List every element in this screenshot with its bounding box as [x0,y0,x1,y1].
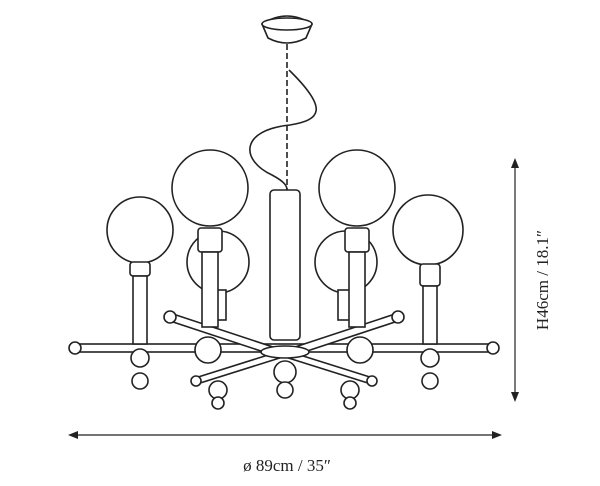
width-label: ø 89cm / 35″ [243,456,331,475]
chandelier [68,15,500,410]
height-dimension: H46cm / 18.1″ [511,158,552,402]
height-label: H46cm / 18.1″ [533,230,552,330]
width-dimension: ø 89cm / 35″ [68,431,502,475]
